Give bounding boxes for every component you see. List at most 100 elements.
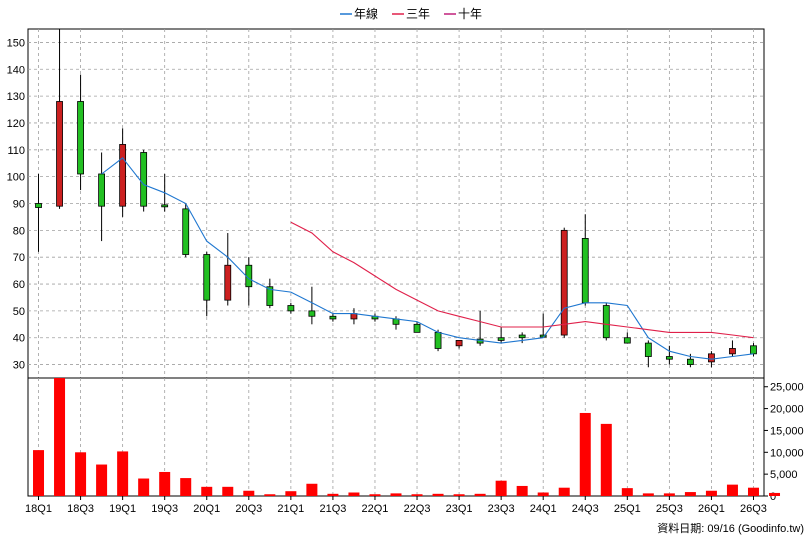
candle-body xyxy=(729,348,736,355)
x-tick-label: 25Q3 xyxy=(656,503,683,515)
x-tick-label: 23Q3 xyxy=(488,503,515,515)
volume-bar xyxy=(306,483,318,496)
price-tick-label: 150 xyxy=(7,37,25,49)
x-tick-label: 19Q1 xyxy=(109,503,136,515)
volume-bar xyxy=(285,491,297,496)
volume-bar xyxy=(33,450,45,496)
candle-body xyxy=(518,334,526,339)
candle xyxy=(203,251,211,317)
price-tick-label: 60 xyxy=(13,279,25,291)
candle xyxy=(77,74,84,191)
x-tick-label: 26Q1 xyxy=(698,503,725,515)
candle xyxy=(497,326,505,344)
candle-body xyxy=(98,173,105,207)
candle-body xyxy=(560,229,568,336)
price-tick-label: 30 xyxy=(13,360,25,372)
candle xyxy=(602,302,610,341)
candle-body xyxy=(329,315,337,320)
volume-bar xyxy=(663,493,675,496)
candle xyxy=(413,321,421,333)
candle xyxy=(56,29,63,209)
candle xyxy=(182,203,190,258)
candle-body xyxy=(77,101,84,175)
volume-bar xyxy=(138,478,150,496)
x-tick-label: 22Q1 xyxy=(362,503,389,515)
candle-body xyxy=(266,286,274,306)
volume-bar xyxy=(369,494,381,496)
candle xyxy=(308,286,316,325)
candle xyxy=(644,340,652,368)
candle-body xyxy=(392,318,400,325)
candle xyxy=(140,149,148,212)
x-tick-label: 20Q1 xyxy=(193,503,220,515)
price-tick-label: 50 xyxy=(13,306,25,318)
volume-bar xyxy=(684,492,696,496)
volume-bar xyxy=(537,492,549,496)
candle-body xyxy=(308,310,316,317)
volume-bar xyxy=(453,494,465,496)
candle-body xyxy=(455,340,463,347)
candle-body xyxy=(287,305,295,312)
volume-bar xyxy=(264,494,276,496)
candle-body xyxy=(623,337,631,344)
candle-body xyxy=(35,203,42,208)
volume-bar xyxy=(411,494,423,496)
volume-bar xyxy=(75,452,87,496)
price-tick-label: 110 xyxy=(7,145,25,157)
volume-bar xyxy=(705,490,717,496)
candle-body xyxy=(708,353,715,363)
x-axis: 18Q1 18Q3 19Q1 19Q3 20Q1 20Q3 21Q1 21Q3 22Q1 22Q3… xyxy=(25,496,767,515)
candle-body xyxy=(203,254,211,301)
candle xyxy=(729,340,736,357)
volume-bar xyxy=(600,423,612,496)
candle-body xyxy=(56,101,63,207)
candle xyxy=(518,332,526,344)
volume-bar xyxy=(54,378,66,496)
x-tick-label: 19Q3 xyxy=(151,503,178,515)
legend: 年線 三年 十年 xyxy=(340,6,482,21)
price-tick-label: 120 xyxy=(7,118,25,130)
volume-bar xyxy=(621,488,633,496)
candle xyxy=(35,173,42,252)
candle xyxy=(119,128,127,217)
volume-bar xyxy=(243,490,255,496)
source-note: 資料日期: 09/16 (Goodinfo.tw) xyxy=(657,521,804,535)
volume-bar xyxy=(642,493,654,496)
x-tick-label: 24Q1 xyxy=(530,503,557,515)
volume-bar xyxy=(117,451,129,496)
price-tick-label: 140 xyxy=(7,64,25,76)
legend-label-2: 十年 xyxy=(458,7,482,21)
candle-body xyxy=(581,237,589,304)
volume-bar xyxy=(495,480,507,496)
candle-body xyxy=(182,208,190,255)
volume-bar xyxy=(747,487,759,496)
volume-bar xyxy=(201,486,213,496)
x-tick-label: 18Q1 xyxy=(25,503,52,515)
x-tick-label: 24Q3 xyxy=(572,503,599,515)
legend-label-0: 年線 xyxy=(354,6,378,21)
legend-label-1: 三年 xyxy=(406,7,430,21)
volume-tick-label: 0 xyxy=(770,491,776,503)
candle xyxy=(287,302,295,314)
volume-bar xyxy=(180,478,192,496)
volume-bar xyxy=(159,471,171,496)
candle-body xyxy=(140,152,148,207)
price-tick-label: 80 xyxy=(13,225,25,237)
candle xyxy=(560,227,568,338)
candle-body xyxy=(224,264,232,301)
candle-body xyxy=(687,358,694,365)
x-tick-label: 18Q3 xyxy=(67,503,94,515)
candle xyxy=(266,278,274,309)
candle-body xyxy=(644,342,652,357)
volume-bar xyxy=(769,492,781,496)
price-tick-label: 130 xyxy=(7,91,25,103)
volume-bar xyxy=(726,484,738,496)
volume-bar xyxy=(348,492,360,496)
volume-tick-label: 25,000 xyxy=(770,382,804,394)
candle xyxy=(224,233,232,306)
ma-line-0 xyxy=(101,157,754,360)
candle xyxy=(665,345,673,365)
price-tick-label: 90 xyxy=(13,199,25,211)
price-tick-label: 40 xyxy=(13,333,25,345)
